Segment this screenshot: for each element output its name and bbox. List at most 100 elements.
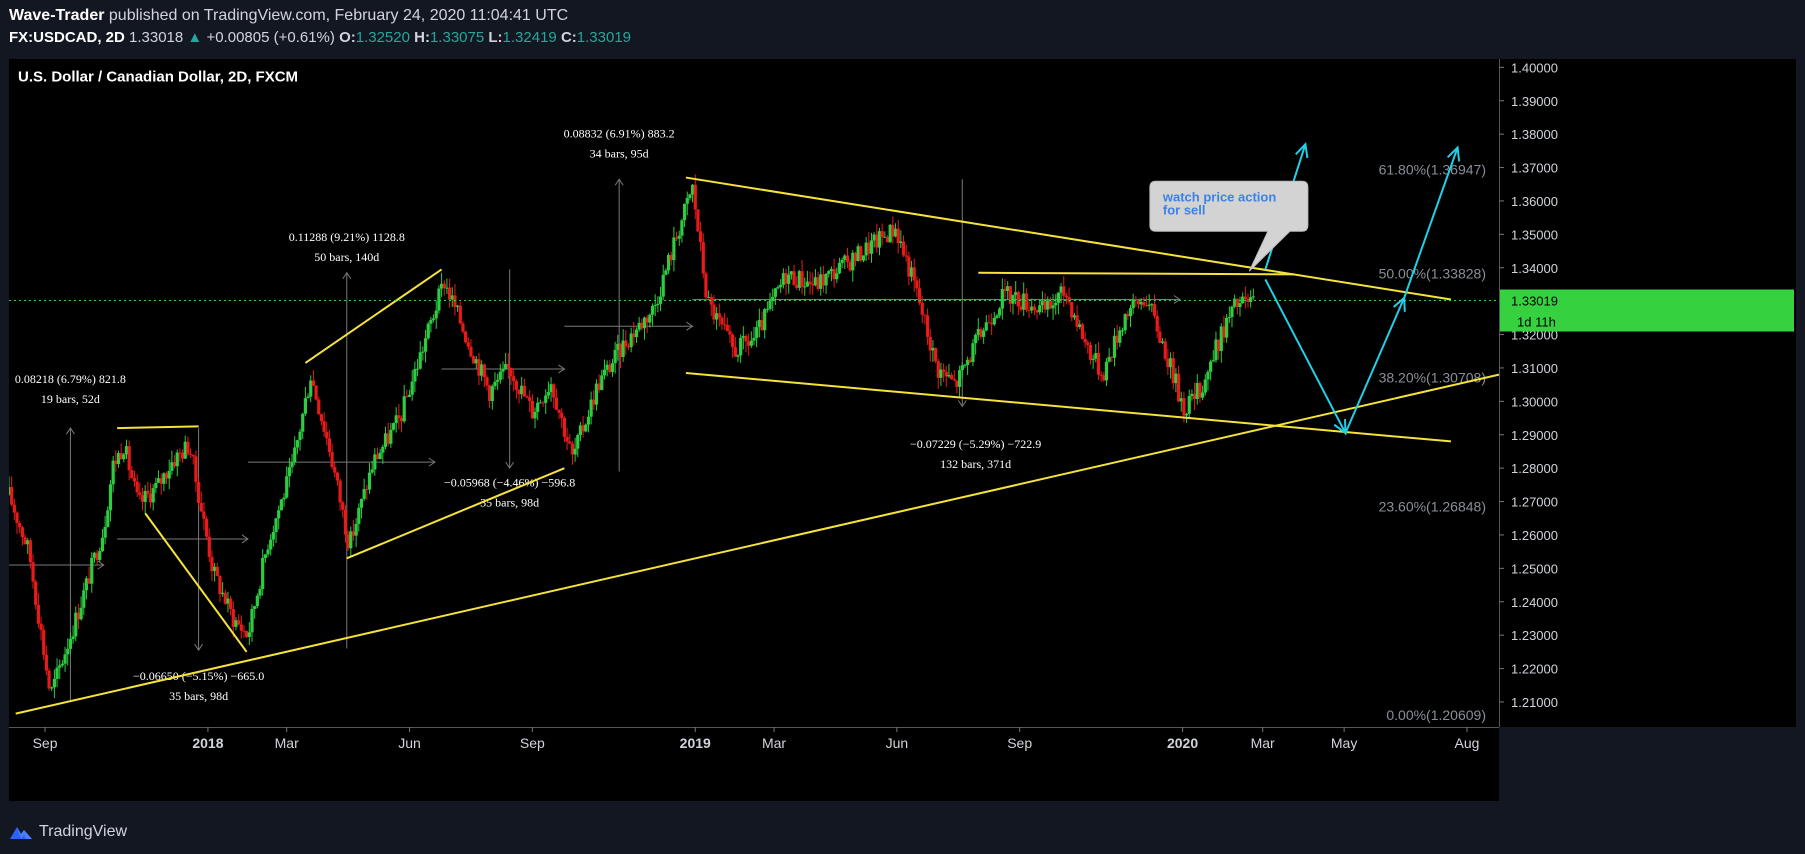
candle-body — [1094, 353, 1098, 359]
candle-body — [405, 396, 409, 398]
candle-body — [119, 453, 123, 460]
candle-body — [386, 433, 390, 444]
candle-body — [1062, 286, 1066, 296]
candle-body — [760, 319, 764, 331]
candle-body — [752, 337, 756, 341]
candle-body — [1211, 360, 1215, 362]
measure-tool — [117, 428, 249, 652]
candle-body — [266, 549, 270, 555]
candle-body — [859, 246, 863, 261]
high-value: 1.33075 — [429, 29, 485, 46]
candle-body — [541, 402, 545, 404]
candle-body — [610, 363, 615, 372]
candle-body — [170, 462, 174, 471]
x-tick-label: Aug — [1454, 735, 1479, 751]
candle-body — [12, 504, 16, 513]
candle-body — [277, 510, 281, 519]
candle-body — [237, 620, 241, 625]
candle-body — [439, 283, 444, 289]
publish-info: Wave-Trader published on TradingView.com… — [9, 7, 568, 25]
candle-body — [690, 184, 695, 195]
candle-body — [426, 323, 430, 339]
measure-label: 0.08218 (6.79%) 821.8 — [15, 372, 126, 386]
candle-body — [776, 287, 780, 289]
candle-body — [188, 453, 193, 455]
candle-body — [896, 228, 900, 244]
candle-body — [514, 381, 518, 390]
y-tick-label: 1.34000 — [1511, 261, 1558, 276]
candle-body — [239, 624, 243, 631]
candle-body — [771, 296, 775, 301]
candle-body — [923, 314, 927, 316]
trendline-wedge-2017-top — [117, 425, 199, 430]
fib-level-label: 61.80%(1.36947) — [1379, 161, 1486, 177]
candle-body — [122, 454, 126, 460]
candle-body — [522, 385, 526, 397]
price-chart[interactable]: 1.40000 1.39000 1.38000 1.37000 1.36000 1.350… — [9, 59, 1796, 815]
candle-body — [1123, 314, 1127, 331]
candle-body — [578, 425, 583, 436]
candle-body — [135, 481, 139, 493]
candle-body — [829, 269, 834, 272]
fib-level-label: 0.00%(1.20609) — [1386, 707, 1486, 723]
candle-body — [1238, 303, 1242, 307]
candle-body — [1246, 298, 1250, 302]
candle-body — [1176, 373, 1181, 402]
candle-body — [998, 308, 1002, 316]
trendline-wedge-2017-down — [144, 512, 248, 653]
y-tick-label: 1.23000 — [1511, 628, 1558, 643]
candle-body — [167, 470, 171, 479]
candle-body — [792, 271, 796, 286]
candle-body — [573, 448, 577, 455]
candle-body — [381, 446, 385, 453]
candle-body — [605, 364, 609, 370]
candle-body — [600, 375, 604, 390]
candle-body — [71, 636, 75, 639]
candle-body — [453, 295, 457, 307]
candle-body — [282, 497, 286, 500]
candle-body — [925, 315, 930, 337]
candle-body — [650, 305, 655, 315]
candle-body — [242, 630, 246, 632]
trendline-channel-2018-top — [304, 268, 443, 364]
candle-body — [1201, 392, 1205, 398]
candle-body — [1027, 309, 1031, 311]
candle-body — [1070, 301, 1074, 318]
candle-body — [215, 566, 219, 576]
candle-body — [509, 367, 513, 377]
candle-body — [498, 371, 502, 380]
candle-body — [739, 337, 743, 356]
candle-body — [960, 365, 964, 371]
candle-body — [1110, 356, 1114, 358]
candles — [9, 174, 1255, 699]
candle-body — [450, 295, 454, 300]
candle-body — [947, 374, 951, 377]
measure-arrow-icon — [428, 457, 436, 467]
candle-body — [1179, 398, 1183, 402]
author-name[interactable]: Wave-Trader — [9, 7, 105, 24]
candle-body — [250, 608, 254, 633]
candle-body — [554, 397, 559, 410]
candle-body — [26, 540, 30, 545]
candle-body — [808, 281, 812, 284]
candle-body — [1134, 298, 1138, 301]
candle-body — [191, 454, 195, 457]
candle-body — [899, 241, 903, 244]
candle-body — [757, 319, 761, 328]
candle-body — [624, 340, 628, 347]
candle-body — [672, 237, 676, 261]
candle-body — [803, 286, 807, 288]
fib-level-label: 23.60%(1.26848) — [1379, 499, 1486, 515]
candle-body — [1067, 297, 1071, 302]
candle-body — [707, 297, 711, 299]
candle-body — [92, 552, 97, 558]
candle-body — [370, 469, 374, 473]
tradingview-brand[interactable]: TradingView — [39, 823, 128, 840]
candle-body — [728, 331, 732, 335]
candle-body — [963, 364, 967, 366]
candle-body — [1195, 382, 1199, 399]
candle-body — [23, 537, 27, 545]
candle-body — [154, 482, 158, 489]
tradingview-logo-icon[interactable] — [9, 824, 33, 840]
candle-body — [1006, 286, 1010, 291]
